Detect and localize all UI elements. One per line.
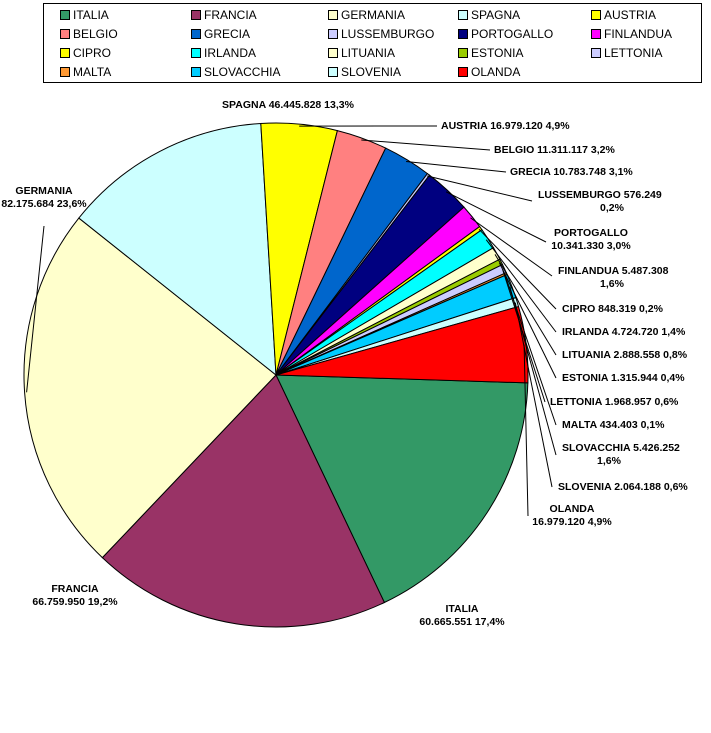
leader-line-portogallo: [445, 191, 547, 243]
legend-label: LITUANIA: [341, 46, 396, 60]
data-label-irlanda: IRLANDA 4.724.720 1,4%: [562, 326, 686, 338]
legend-label: BELGIO: [73, 27, 118, 41]
data-label-value-francia: 66.759.950 19,2%: [32, 596, 118, 608]
legend-swatch: [591, 48, 601, 58]
data-label-slovacchia: SLOVACCHIA 5.426.252: [562, 442, 680, 454]
legend-swatch: [60, 29, 70, 39]
leader-line-belgio: [361, 139, 491, 151]
legend-swatch: [60, 48, 70, 58]
data-label-value-lussemburgo: 0,2%: [600, 202, 625, 214]
legend-swatch: [591, 10, 601, 20]
data-label-portogallo: PORTOGALLO: [554, 227, 628, 239]
data-label-italia: ITALIA: [445, 603, 478, 615]
legend-label: LETTONIA: [604, 46, 663, 60]
legend-swatch: [591, 29, 601, 39]
leader-line-lituania: [494, 254, 557, 356]
data-label-grecia: GRECIA 10.783.748 3,1%: [510, 166, 633, 178]
data-label-spagna: SPAGNA 46.445.828 13,3%: [222, 99, 355, 111]
pie-slice-germania: [23, 217, 277, 559]
data-label-value-italia: 60.665.551 17,4%: [419, 616, 505, 628]
leader-line-irlanda: [485, 239, 557, 333]
data-label-austria: AUSTRIA 16.979.120 4,9%: [441, 120, 570, 132]
legend-label: AUSTRIA: [604, 8, 657, 22]
data-label-cipro: CIPRO 848.319 0,2%: [562, 303, 664, 315]
leader-line-cipro: [478, 228, 557, 310]
data-label-olanda: OLANDA: [550, 503, 595, 515]
legend-swatch: [328, 10, 338, 20]
data-label-value-portogallo: 10.341.330 3,0%: [551, 240, 631, 252]
pie-slices: [23, 122, 529, 628]
data-label-slovenia: SLOVENIA 2.064.188 0,6%: [558, 481, 688, 493]
leader-line-slovenia: [514, 302, 553, 488]
data-label-belgio: BELGIO 11.311.117 3,2%: [494, 144, 615, 156]
legend-swatch: [191, 29, 201, 39]
legend-label: FINLANDUA: [604, 27, 673, 41]
legend-swatch: [191, 10, 201, 20]
legend-swatch: [458, 67, 468, 77]
legend-swatch: [328, 67, 338, 77]
pie-slice-spagna: [78, 122, 277, 377]
data-label-lettonia: LETTONIA 1.968.957 0,6%: [550, 396, 679, 408]
legend-label: SLOVENIA: [341, 65, 402, 79]
leader-line-lussemburgo: [427, 175, 533, 202]
legend-swatch: [328, 48, 338, 58]
legend-label: LUSSEMBURGO: [341, 27, 435, 41]
leader-line-estonia: [498, 262, 557, 379]
data-label-value-finlandua: 1,6%: [600, 278, 625, 290]
legend-swatch: [458, 29, 468, 39]
legend-swatch: [191, 48, 201, 58]
data-label-lussemburgo: LUSSEMBURGO 576.249: [538, 189, 662, 201]
leader-line-olanda: [523, 344, 529, 517]
legend: ITALIA FRANCIA GERMANIA SPAGNA AUSTRIA BELGIO…: [43, 3, 702, 83]
legend-swatch: [60, 67, 70, 77]
data-label-value-olanda: 16.979.120 4,9%: [532, 516, 612, 528]
legend-label: GERMANIA: [341, 8, 406, 22]
legend-swatch: [60, 10, 70, 20]
data-label-malta: MALTA 434.403 0,1%: [562, 419, 665, 431]
leader-line-grecia: [406, 161, 507, 173]
data-label-germania: GERMANIA: [15, 185, 73, 197]
legend-label: GRECIA: [204, 27, 251, 41]
data-label-lituania: LITUANIA 2.888.558 0,8%: [562, 349, 688, 361]
data-label-value-germania: 82.175.684 23,6%: [1, 198, 87, 210]
legend-label: SLOVACCHIA: [204, 65, 281, 79]
legend-swatch: [191, 67, 201, 77]
legend-label: PORTOGALLO: [471, 27, 554, 41]
legend-label: SPAGNA: [471, 8, 521, 22]
pie-slice-francia: [101, 374, 386, 628]
legend-label: ESTONIA: [471, 46, 524, 60]
leader-line-finlandua: [470, 217, 553, 277]
leader-line-germania: [26, 225, 45, 393]
leader-lines: [26, 125, 557, 517]
legend-label: CIPRO: [73, 46, 112, 60]
legend-label: IRLANDA: [204, 46, 257, 60]
legend-swatch: [458, 10, 468, 20]
data-label-estonia: ESTONIA 1.315.944 0,4%: [562, 372, 685, 384]
data-label-finlandua: FINLANDUA 5.487.308: [558, 265, 669, 277]
legend-label: OLANDA: [471, 65, 521, 79]
data-label-value-slovacchia: 1,6%: [597, 455, 622, 467]
legend-swatch: [458, 48, 468, 58]
legend-label: FRANCIA: [204, 8, 257, 22]
legend-swatch: [328, 29, 338, 39]
legend-label: MALTA: [73, 65, 112, 79]
data-label-francia: FRANCIA: [51, 583, 99, 595]
legend-label: ITALIA: [73, 8, 109, 22]
